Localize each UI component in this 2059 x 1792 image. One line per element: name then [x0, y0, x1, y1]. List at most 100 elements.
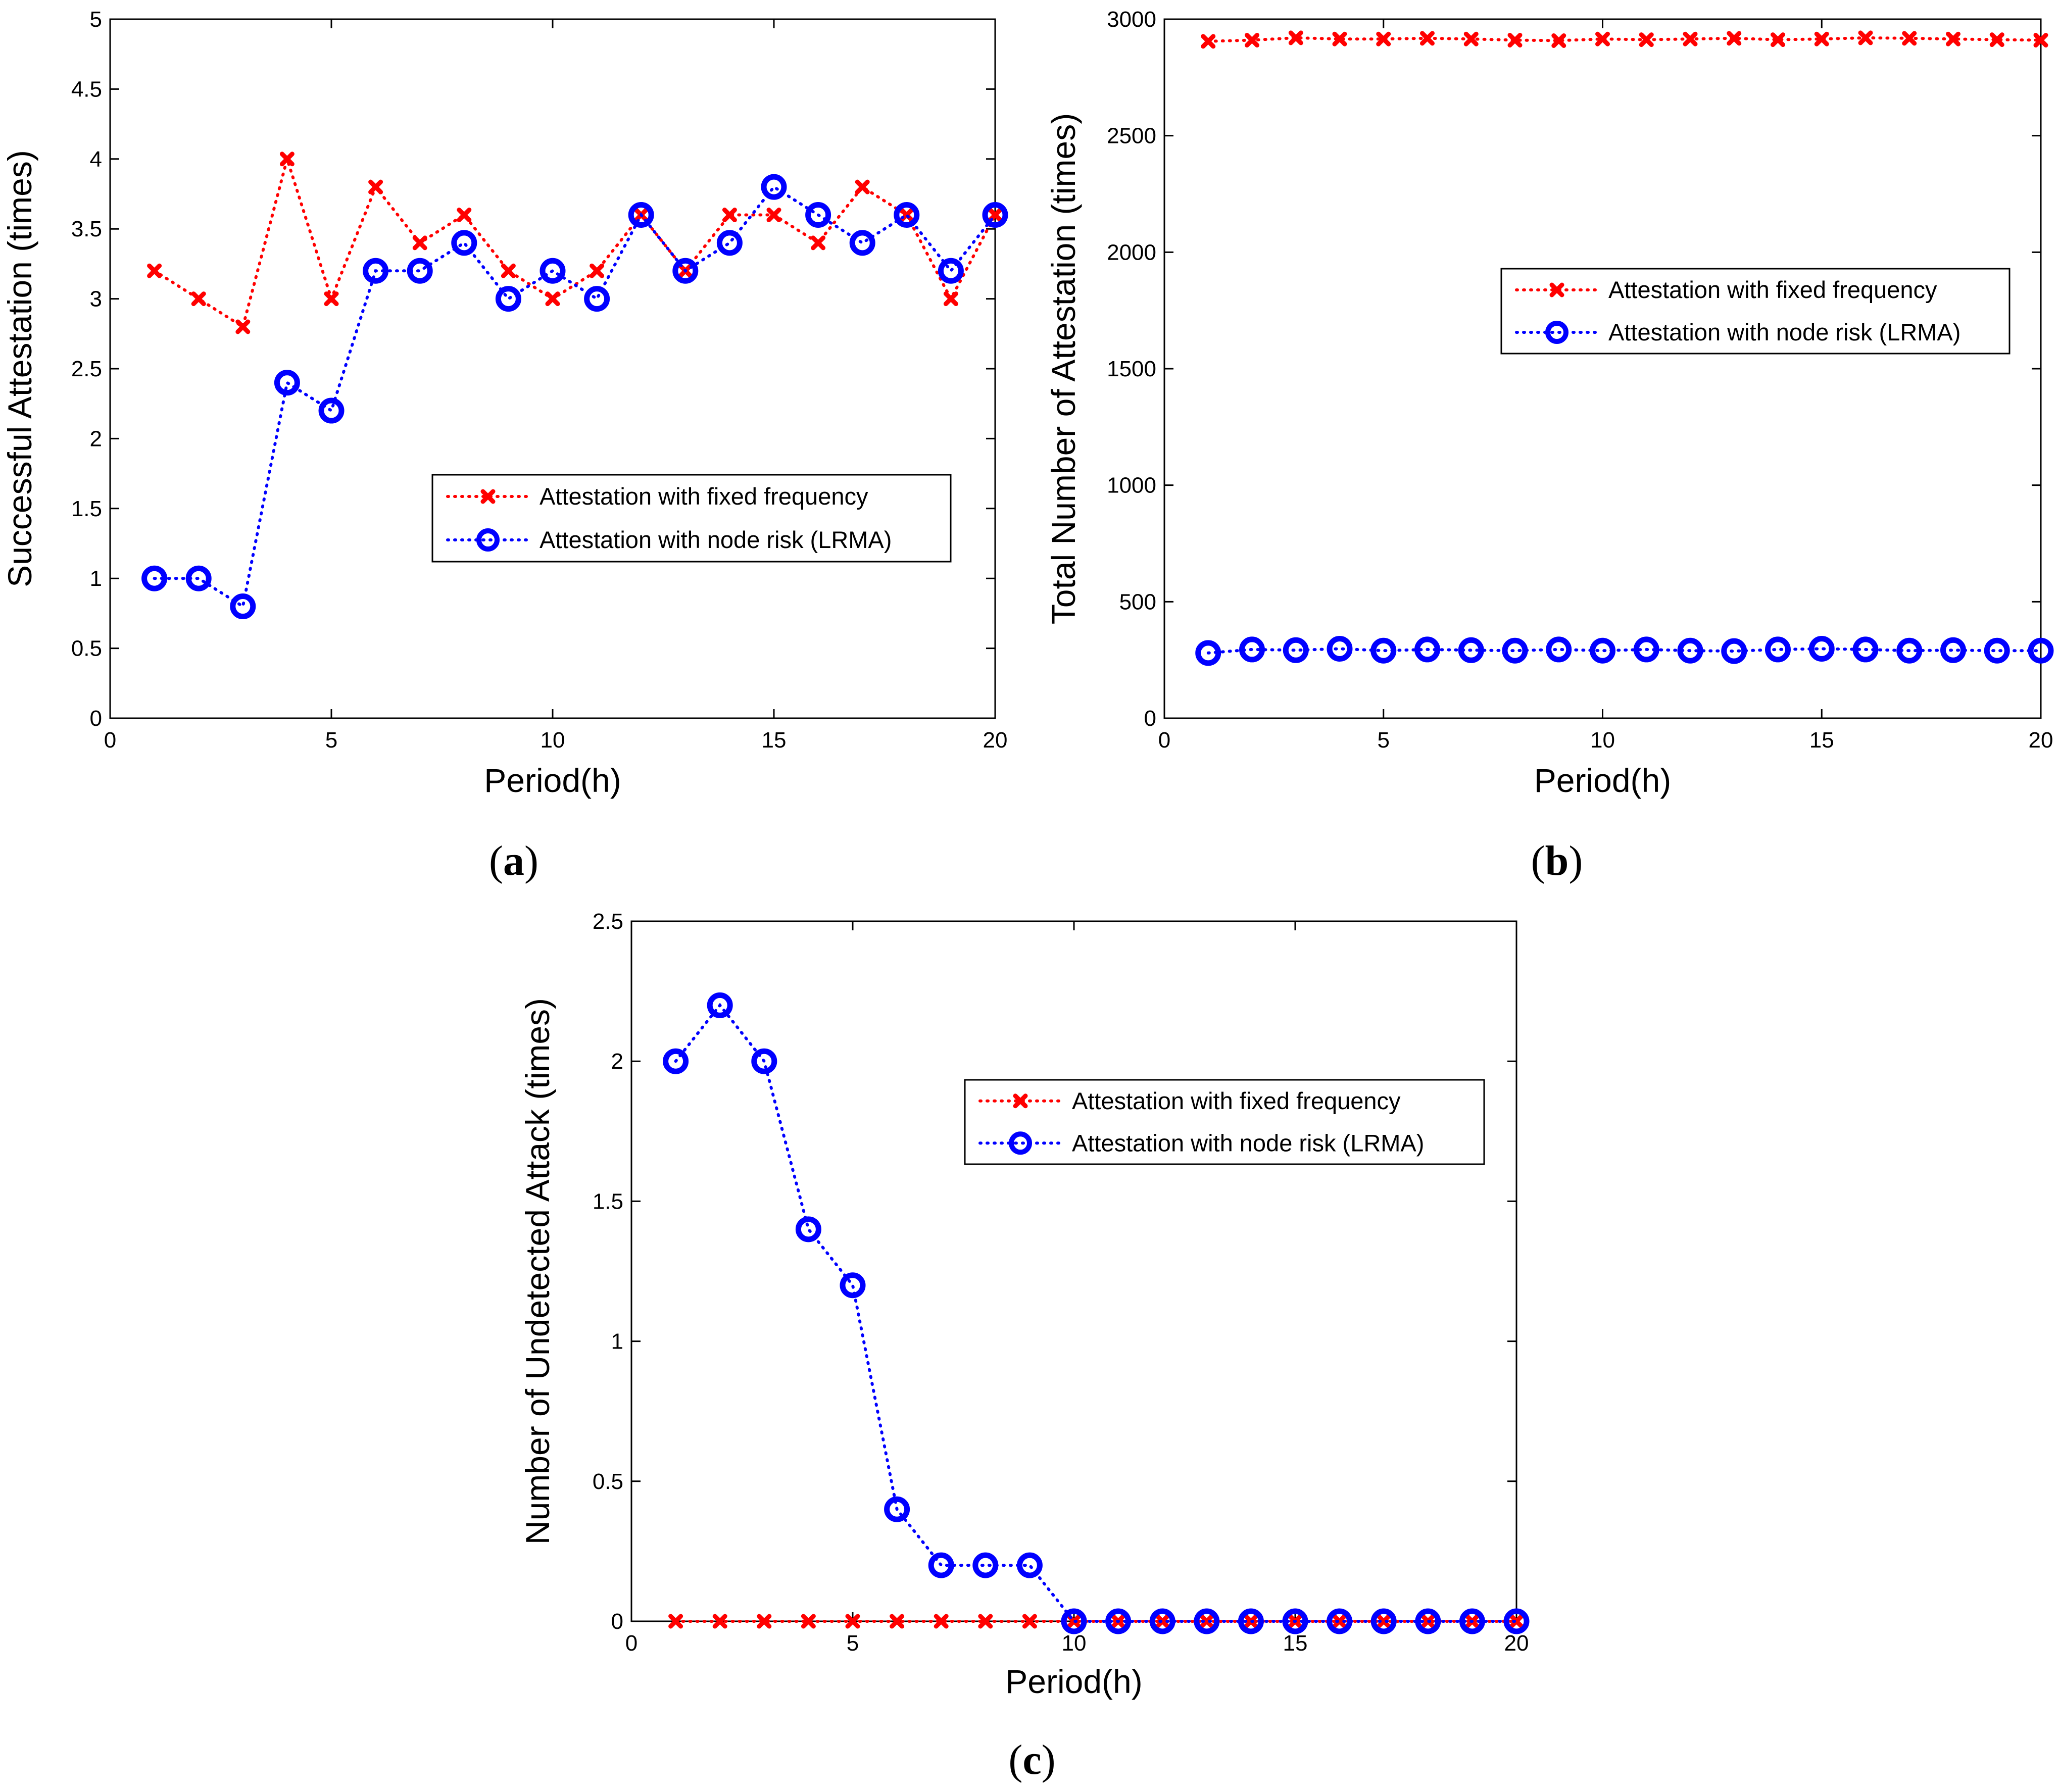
data-point-lrma	[540, 258, 566, 284]
data-point-fixed	[757, 1614, 772, 1629]
data-point-fixed	[766, 208, 781, 223]
data-point-fixed	[1463, 31, 1479, 46]
data-point-fixed	[1245, 33, 1259, 48]
marker-stroke	[811, 235, 826, 251]
data-point-fixed	[2033, 33, 2048, 48]
marker-stroke	[191, 291, 206, 307]
legend-entry-label: Attestation with fixed frequency	[540, 483, 868, 510]
y-axis-label: Number of Undetected Attack (times)	[519, 998, 556, 1545]
chart-panel-a: 0 5 10 15 20 0 0.5 1 1.5 2 2.5 3 3.5 4 4.5 5 Period(h) Su…	[1, 7, 1008, 884]
data-point-lrma	[1016, 1552, 1043, 1578]
marker-stroke	[412, 235, 427, 251]
data-point-lrma	[1239, 636, 1265, 663]
data-point-lrma	[840, 1272, 866, 1299]
x-tick-label: 0	[104, 728, 116, 753]
data-point-lrma	[751, 1048, 777, 1074]
data-point-lrma	[363, 258, 389, 284]
data-point-lrma	[1238, 1608, 1264, 1634]
plot-frame	[1163, 18, 2042, 719]
data-point-fixed	[811, 235, 826, 251]
data-point-fixed	[1155, 1614, 1170, 1629]
data-point-lrma	[1195, 640, 1221, 666]
plot-frame	[109, 18, 996, 719]
legend-marker-fixed	[480, 489, 496, 504]
data-point-fixed	[943, 291, 958, 307]
marker-stroke	[766, 208, 781, 223]
x-tick-label: 20	[1504, 1631, 1529, 1656]
data-point-lrma	[672, 258, 699, 284]
x-tick-label: 10	[541, 728, 565, 753]
data-point-lrma	[1194, 1608, 1220, 1634]
legend-box	[431, 474, 952, 563]
x-tick-label: 0	[625, 1631, 638, 1656]
data-point-lrma	[274, 370, 300, 396]
x-tick-label: 5	[1378, 728, 1390, 753]
data-point-fixed	[368, 179, 383, 194]
data-point-fixed	[845, 1614, 860, 1629]
data-point-lrma	[318, 397, 345, 424]
y-tick-label: 2500	[1107, 124, 1156, 148]
data-point-fixed	[934, 1614, 949, 1629]
data-point-fixed	[1201, 34, 1216, 49]
marker-stroke	[1551, 33, 1566, 48]
marker-stroke	[324, 291, 339, 307]
legend-marker-fixed	[1549, 282, 1564, 297]
series-line-1	[153, 154, 997, 329]
data-point-lrma	[1896, 637, 1923, 664]
data-point-lrma	[1852, 636, 1879, 663]
data-point-lrma	[1370, 1608, 1397, 1634]
data-point-fixed	[1595, 31, 1610, 46]
data-point-lrma	[1415, 1608, 1441, 1634]
data-point-fixed	[890, 1614, 905, 1629]
data-point-fixed	[1989, 32, 2004, 47]
legend-entry-label: Attestation with fixed frequency	[1608, 276, 1937, 303]
data-point-lrma	[1283, 637, 1309, 663]
data-point-fixed	[191, 291, 206, 307]
data-point-fixed	[1376, 31, 1391, 46]
marker-stroke	[1332, 31, 1347, 46]
data-point-fixed	[324, 291, 339, 307]
data-point-fixed	[235, 319, 251, 334]
data-point-lrma	[407, 258, 433, 284]
data-point-lrma	[1984, 637, 2010, 664]
marker-stroke	[722, 208, 737, 223]
data-point-lrma	[495, 286, 521, 312]
marker-stroke	[1858, 30, 1873, 45]
marker-stroke	[712, 1614, 727, 1629]
marker-stroke	[1332, 1614, 1347, 1629]
marker-stroke	[1507, 33, 1523, 48]
series-line-1	[1206, 36, 2042, 43]
data-point-lrma	[1458, 637, 1484, 663]
marker-stroke	[934, 1614, 949, 1629]
series-line-2	[1206, 647, 2042, 655]
data-point-fixed	[855, 179, 870, 194]
data-point-fixed	[712, 1614, 727, 1629]
marker-stroke	[480, 489, 496, 504]
data-point-fixed	[1727, 31, 1742, 46]
legend-box	[964, 1079, 1485, 1165]
marker-stroke	[1989, 32, 2004, 47]
legend-marker-lrma	[1009, 1131, 1032, 1155]
marker-stroke	[1013, 1093, 1028, 1109]
x-tick-label: 10	[1590, 728, 1615, 753]
data-point-fixed	[147, 263, 162, 278]
chart-panel-b: 0 5 10 15 20 0 500 1000 1500 2000 2500 3000 Period(h…	[1045, 7, 2054, 884]
data-point-fixed	[1288, 30, 1303, 45]
chart-panel-c: 0 5 10 15 20 0 0.5 1 1.5 2 2.5 Period(h) Number of U…	[519, 909, 1530, 1783]
panel-label: (a)	[489, 837, 538, 884]
marker-stroke	[1245, 33, 1259, 48]
x-axis-label: Period(h)	[484, 762, 621, 799]
data-point-fixed	[1507, 33, 1523, 48]
marker-stroke	[1549, 282, 1564, 297]
data-point-lrma	[1721, 638, 1747, 664]
marker-stroke	[668, 1614, 683, 1629]
marker-stroke	[457, 208, 472, 223]
data-point-fixed	[1814, 31, 1829, 46]
marker-stroke	[1463, 31, 1479, 46]
data-point-fixed	[978, 1614, 993, 1629]
data-point-fixed	[801, 1614, 816, 1629]
data-point-lrma	[141, 565, 168, 591]
x-tick-label: 5	[325, 728, 337, 753]
legend-marker-lrma	[476, 528, 500, 552]
data-point-fixed	[1551, 33, 1566, 48]
